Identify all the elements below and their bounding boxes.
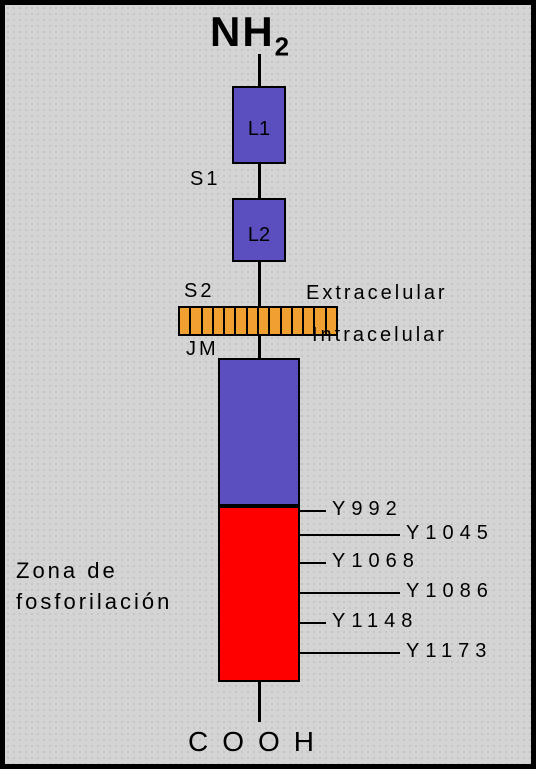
phospho-label: Y1148 (332, 610, 418, 633)
phospho-line (300, 510, 326, 512)
membrane-stripe (180, 308, 191, 334)
phospho-label: Y992 (332, 498, 403, 521)
membrane-stripe (293, 308, 304, 334)
phospho-line (300, 622, 326, 624)
membrane-stripe (236, 308, 247, 334)
label-extracellular: Extracelular (306, 282, 448, 305)
label-S2: S2 (184, 280, 214, 303)
zone-line1: Zona de (16, 556, 172, 587)
membrane-stripe (248, 308, 259, 334)
membrane-stripe (225, 308, 236, 334)
stem-segment (258, 262, 261, 306)
phospho-line (300, 562, 326, 564)
phospho-label: Y1086 (406, 580, 494, 603)
phospho-line (300, 652, 400, 654)
phospho-line (300, 592, 400, 594)
stem-segment (258, 54, 261, 86)
label-JM: JM (186, 338, 219, 361)
domain-L1-label: L1 (234, 118, 284, 141)
membrane-stripe (203, 308, 214, 334)
phospho-label: Y1045 (406, 522, 494, 545)
nh2-sub: 2 (275, 31, 291, 61)
domain-L2: L2 (232, 198, 286, 262)
membrane-stripe (282, 308, 293, 334)
domain-L1: L1 (232, 86, 286, 164)
stem-segment (258, 164, 261, 198)
stem-segment (258, 682, 261, 722)
kinase-domain (218, 358, 300, 506)
label-intracellular: Intracelular (312, 324, 447, 347)
membrane-stripe (214, 308, 225, 334)
domain-L2-label: L2 (234, 224, 284, 247)
membrane-stripe (270, 308, 281, 334)
phospho-label: Y1068 (332, 550, 420, 573)
c-terminus-label: COOH (188, 726, 328, 758)
phospho-label: Y1173 (406, 640, 492, 663)
membrane-stripe (259, 308, 270, 334)
label-S1: S1 (190, 168, 220, 191)
n-terminus-label: NH2 (210, 8, 291, 62)
phospho-line (300, 534, 400, 536)
membrane-stripe (191, 308, 202, 334)
phosphorylation-zone-label: Zona de fosforilación (16, 556, 172, 618)
c-terminal-tail (218, 506, 300, 682)
stem-segment (258, 336, 261, 358)
nh2-text: NH (210, 8, 275, 55)
zone-line2: fosforilación (16, 587, 172, 618)
